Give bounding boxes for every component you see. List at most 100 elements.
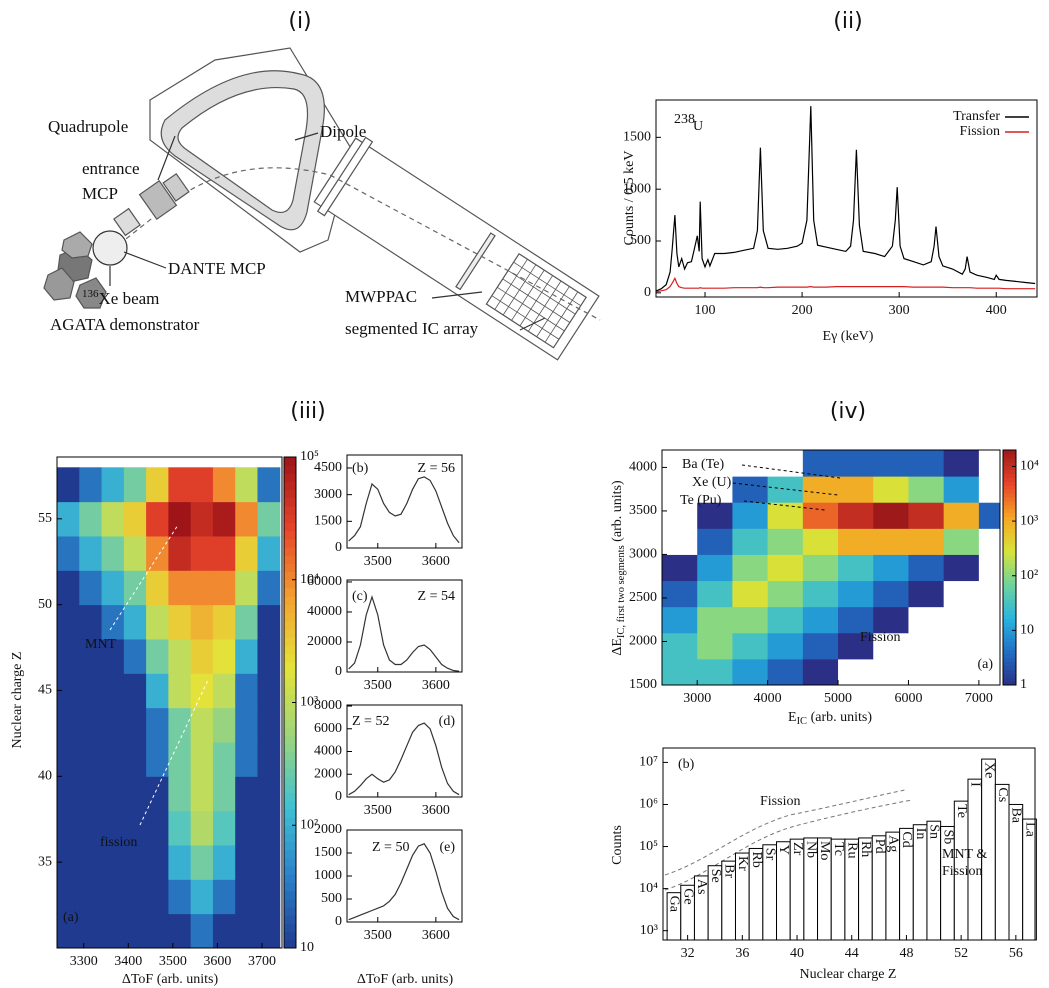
y-tick-label: 0 [335,664,342,679]
bar-label: Rh [858,841,873,857]
y-tick-label: 20000 [307,634,342,649]
bar-label: Ge [680,888,695,904]
axis-label-part: (arb. units) [610,480,625,545]
y-tick-label: 10⁴ [639,881,658,896]
colorbar-step [1003,509,1016,513]
heatmap-cell [79,673,102,708]
bar-label: Pd [872,839,887,854]
y-tick-label: 10⁵ [639,839,658,854]
annotation: U [693,119,703,134]
colorbar-step [284,645,296,654]
heatmap-cell [979,502,1001,529]
colorbar-step [284,482,296,491]
heatmap-cell [124,879,147,914]
colorbar-step [284,588,296,597]
line-series [349,477,459,543]
heatmap-cell [235,467,258,502]
colorbar-step [1003,607,1016,611]
heatmap-cell [662,581,698,608]
colorbar-step [284,866,296,875]
heatmap-cell [908,528,944,555]
bar [913,825,927,940]
heatmap-cell [57,605,80,640]
heatmap-cell [146,742,169,777]
bar-label: Rb [749,851,764,867]
y-tick-label: 35 [38,854,52,869]
heatmap-cell [124,708,147,743]
colorbar-step [284,670,296,679]
colorbar-step [1003,477,1016,481]
panel-label: (iii) [290,399,326,424]
heatmap-cell [102,467,125,502]
heatmap-cell [768,607,804,634]
colorbar-step [1003,560,1016,564]
heatmap-cell [697,554,733,581]
heatmap-cell [102,776,125,811]
diagram-label: Dipole [320,122,366,141]
heatmap-cell [697,581,733,608]
x-tick-label: 200 [792,303,813,318]
colorbar-step [1003,470,1016,474]
x-tick-label: 3400 [114,954,142,969]
y-tick-label: 1500 [314,514,342,529]
heatmap-cell [191,502,214,537]
heatmap-cell [146,639,169,674]
annotation: (d) [439,714,456,729]
colorbar-step [284,612,296,621]
heatmap-cell [662,607,698,634]
colorbar-step [284,522,296,531]
heatmap-cell [873,659,909,686]
heatmap-cell [235,570,258,605]
colorbar-step [1003,654,1016,658]
colorbar-step [284,563,296,572]
colorbar-step [1003,497,1016,501]
bar [1009,804,1023,940]
colorbar-step [284,498,296,507]
x-tick-label: 52 [954,946,968,961]
bar-label: Kr [735,856,750,871]
x-tick-label: 3600 [422,803,450,818]
heatmap-cell [803,476,839,503]
heatmap-cell [213,467,236,502]
heatmap-cell [257,605,280,640]
colorbar-step [1003,568,1016,572]
heatmap-cell [873,554,909,581]
annotation: (a) [977,657,993,672]
colorbar-step [284,752,296,761]
heatmap-cell [944,502,980,529]
heatmap-cell [79,879,102,914]
heatmap-cell [908,450,944,477]
bar-label: Ba [1009,807,1024,823]
heatmap-cell [838,528,874,555]
panel-label: (iv) [830,399,866,424]
bar-label: Nb [803,841,818,858]
annotation: Fission [942,864,982,879]
legend-label: Fission [960,124,1000,139]
heatmap-cell [102,673,125,708]
heatmap-cell [697,528,733,555]
x-tick-label: 3000 [683,691,711,706]
heatmap-cell [257,673,280,708]
colorbar-step [284,768,296,777]
heatmap-cell [979,633,1001,660]
heatmap-cell [124,673,147,708]
colorbar-step [284,539,296,548]
heatmap-cell [768,633,804,660]
colorbar-step [284,572,296,581]
colorbar-tick-label: 10² [1020,568,1038,583]
heatmap-cell [79,845,102,880]
colorbar-step [284,457,296,466]
heatmap-cell [79,570,102,605]
colorbar-step [1003,462,1016,466]
heatmap-cell [102,570,125,605]
heatmap-cell [944,528,980,555]
bar-label: Br [721,864,736,878]
heatmap-cell [191,639,214,674]
heatmap-cell [57,570,80,605]
bar-label: I [968,782,983,787]
colorbar-step [1003,489,1016,493]
colorbar-step [284,760,296,769]
heatmap-cell [146,879,169,914]
colorbar-step [284,653,296,662]
colorbar-step [1003,524,1016,528]
